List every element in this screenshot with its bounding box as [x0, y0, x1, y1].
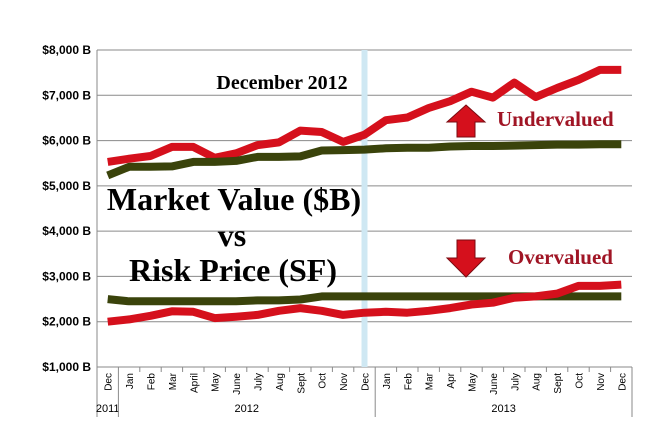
y-axis: $1,000 B $2,000 B $3,000 B $4,000 B $5,000 B…	[42, 43, 91, 374]
x-tick-label: Aug	[532, 373, 543, 391]
overvalued-down-arrow-icon	[445, 239, 487, 278]
annotation-date: December 2012	[216, 72, 347, 94]
y-tick-label: $2,000 B	[42, 315, 91, 329]
undervalued-label: Undervalued	[497, 107, 614, 131]
x-tick-label: Feb	[147, 373, 158, 391]
x-tick-label: Nov	[339, 373, 350, 391]
y-tick-label: $1,000 B	[42, 360, 91, 374]
x-tick-label: June	[232, 373, 243, 395]
x-tick-label: Dec	[617, 373, 628, 391]
overvalued-label: Overvalued	[508, 245, 613, 269]
y-tick-label: $8,000 B	[42, 43, 91, 57]
chart-title-line-1: Market Value ($B)	[107, 181, 361, 217]
x-tick-label: Oct	[318, 373, 329, 389]
series-line	[107, 65, 622, 166]
undervalued-up-arrow-icon	[445, 104, 487, 138]
year-label: 2013	[491, 403, 515, 415]
chart-title-line-2: vs	[218, 217, 246, 253]
chart-title-line-3: Risk Price (SF)	[129, 252, 337, 288]
x-tick-label: May	[468, 373, 479, 392]
y-tick-label: $4,000 B	[42, 224, 91, 238]
x-tick-label: April	[189, 373, 200, 393]
x-tick-label: Dec	[361, 373, 372, 391]
x-tick-label: Oct	[575, 373, 586, 389]
series-line	[106, 140, 622, 180]
y-tick-label: $6,000 B	[42, 134, 91, 148]
y-tick-label: $5,000 B	[42, 179, 91, 193]
x-tick-label: Sept	[296, 373, 307, 394]
x-tick-label: Jan	[125, 373, 136, 389]
x-tick-label: July	[510, 373, 521, 391]
december-2012-highlight	[361, 50, 368, 367]
x-tick-label: Mar	[425, 372, 436, 390]
x-tick-label: Jan	[382, 373, 393, 389]
x-axis: Dec Jan Feb Mar April May June July Aug Sept Oct No…	[96, 367, 633, 417]
year-label: 2011	[96, 403, 120, 415]
series-lines	[106, 65, 622, 326]
x-tick-label: May	[211, 373, 222, 392]
x-tick-label: Dec	[104, 373, 115, 391]
series-line	[107, 280, 622, 326]
x-tick-label: June	[489, 373, 500, 395]
x-tick-label: Sept	[553, 373, 564, 394]
year-label: 2012	[235, 403, 259, 415]
x-tick-label: Aug	[275, 373, 286, 391]
y-tick-label: $3,000 B	[42, 269, 91, 283]
x-tick-label: Apr	[446, 372, 457, 388]
x-tick-label: Feb	[403, 373, 414, 391]
y-tick-label: $7,000 B	[42, 88, 91, 102]
x-tick-label: Nov	[596, 373, 607, 391]
x-tick-label: July	[254, 373, 265, 391]
x-tick-label: Mar	[168, 372, 179, 390]
